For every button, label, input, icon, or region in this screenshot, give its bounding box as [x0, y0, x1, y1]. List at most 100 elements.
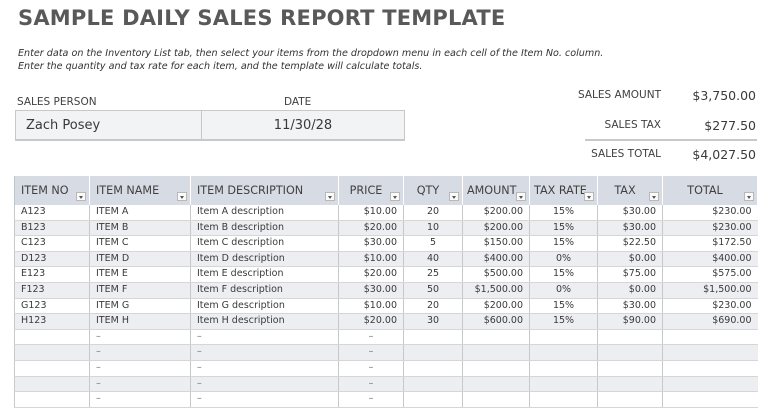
col-header-tax[interactable]: TAX [597, 176, 663, 205]
cell-item-no[interactable] [14, 360, 90, 377]
dropdown-arrow-icon[interactable] [325, 192, 335, 201]
cell-item-no[interactable]: D123 [14, 251, 90, 268]
cell-qty[interactable]: 30 [403, 313, 463, 330]
cell-item-description[interactable]: Item H description [190, 313, 339, 330]
cell-total[interactable] [662, 360, 758, 377]
cell-item-no[interactable]: A123 [14, 205, 90, 221]
cell-qty[interactable] [403, 344, 463, 361]
cell-item-name[interactable]: ITEM G [89, 298, 191, 315]
cell-amount[interactable] [462, 376, 530, 393]
cell-item-description[interactable]: – [190, 360, 339, 377]
dropdown-arrow-icon[interactable] [76, 192, 86, 201]
cell-amount[interactable] [462, 391, 530, 408]
cell-amount[interactable]: $200.00 [462, 205, 530, 221]
cell-tax[interactable]: $0.00 [597, 251, 663, 268]
cell-item-name[interactable]: ITEM H [89, 313, 191, 330]
cell-total[interactable]: $400.00 [662, 251, 758, 268]
cell-price[interactable]: – [338, 376, 404, 393]
cell-qty[interactable]: 20 [403, 298, 463, 315]
cell-item-name[interactable]: ITEM A [89, 205, 191, 221]
cell-total[interactable]: $230.00 [662, 205, 758, 221]
cell-tax[interactable] [597, 391, 663, 408]
col-header-tax-rate[interactable]: TAX RATE [529, 176, 598, 205]
cell-total[interactable] [662, 376, 758, 393]
col-header-price[interactable]: PRICE [338, 176, 404, 205]
cell-item-name[interactable]: ITEM B [89, 220, 191, 237]
cell-item-name[interactable]: ITEM C [89, 235, 191, 252]
dropdown-arrow-icon[interactable] [516, 192, 526, 201]
cell-qty[interactable] [403, 376, 463, 393]
cell-item-name[interactable]: ITEM E [89, 266, 191, 283]
cell-item-description[interactable]: – [190, 329, 339, 346]
cell-amount[interactable]: $200.00 [462, 220, 530, 237]
cell-price[interactable]: – [338, 344, 404, 361]
cell-tax-rate[interactable] [529, 360, 598, 377]
cell-item-no[interactable]: B123 [14, 220, 90, 237]
cell-price[interactable]: $10.00 [338, 205, 404, 221]
cell-price[interactable]: $20.00 [338, 313, 404, 330]
cell-tax[interactable] [597, 360, 663, 377]
cell-item-description[interactable]: – [190, 391, 339, 408]
cell-item-no[interactable] [14, 376, 90, 393]
cell-tax-rate[interactable] [529, 329, 598, 346]
cell-item-name[interactable]: ITEM F [89, 282, 191, 299]
cell-price[interactable]: – [338, 360, 404, 377]
cell-tax[interactable]: $0.00 [597, 282, 663, 299]
cell-item-no[interactable]: F123 [14, 282, 90, 299]
col-header-qty[interactable]: QTY [403, 176, 463, 205]
cell-total[interactable]: $172.50 [662, 235, 758, 252]
col-header-item-name[interactable]: ITEM NAME [89, 176, 191, 205]
cell-tax-rate[interactable]: 15% [529, 220, 598, 237]
cell-price[interactable]: $30.00 [338, 282, 404, 299]
cell-item-name[interactable]: – [89, 376, 191, 393]
cell-amount[interactable] [462, 344, 530, 361]
col-header-item-description[interactable]: ITEM DESCRIPTION [190, 176, 339, 205]
cell-price[interactable]: $30.00 [338, 235, 404, 252]
cell-qty[interactable] [403, 329, 463, 346]
dropdown-arrow-icon[interactable] [744, 192, 754, 201]
cell-item-description[interactable]: Item D description [190, 251, 339, 268]
cell-total[interactable] [662, 391, 758, 408]
cell-price[interactable]: – [338, 329, 404, 346]
cell-tax[interactable] [597, 376, 663, 393]
col-header-amount[interactable]: AMOUNT [462, 176, 530, 205]
cell-tax[interactable]: $75.00 [597, 266, 663, 283]
cell-item-description[interactable]: Item G description [190, 298, 339, 315]
cell-item-no[interactable]: H123 [14, 313, 90, 330]
cell-amount[interactable]: $1,500.00 [462, 282, 530, 299]
cell-item-description[interactable]: Item C description [190, 235, 339, 252]
cell-item-no[interactable]: C123 [14, 235, 90, 252]
cell-item-name[interactable]: – [89, 344, 191, 361]
cell-item-description[interactable]: Item A description [190, 205, 339, 221]
dropdown-arrow-icon[interactable] [584, 192, 594, 201]
date-field[interactable]: 11/30/28 [273, 117, 333, 133]
cell-item-description[interactable]: Item B description [190, 220, 339, 237]
cell-tax[interactable]: $90.00 [597, 313, 663, 330]
cell-amount[interactable] [462, 329, 530, 346]
cell-item-no[interactable]: G123 [14, 298, 90, 315]
cell-item-no[interactable] [14, 391, 90, 408]
cell-item-name[interactable]: – [89, 391, 191, 408]
cell-price[interactable]: $10.00 [338, 298, 404, 315]
cell-qty[interactable]: 10 [403, 220, 463, 237]
cell-total[interactable]: $1,500.00 [662, 282, 758, 299]
cell-tax[interactable] [597, 344, 663, 361]
sales-person-field[interactable]: Zach Posey [16, 111, 202, 139]
cell-price[interactable]: $10.00 [338, 251, 404, 268]
cell-item-name[interactable]: – [89, 329, 191, 346]
cell-amount[interactable]: $150.00 [462, 235, 530, 252]
cell-item-description[interactable]: – [190, 376, 339, 393]
cell-tax-rate[interactable]: 0% [529, 282, 598, 299]
cell-item-name[interactable]: ITEM D [89, 251, 191, 268]
cell-item-no[interactable] [14, 329, 90, 346]
cell-tax-rate[interactable]: 15% [529, 313, 598, 330]
cell-qty[interactable] [403, 391, 463, 408]
cell-tax-rate[interactable]: 0% [529, 251, 598, 268]
cell-tax-rate[interactable]: 15% [529, 205, 598, 221]
cell-item-no[interactable]: E123 [14, 266, 90, 283]
cell-qty[interactable]: 40 [403, 251, 463, 268]
cell-amount[interactable]: $500.00 [462, 266, 530, 283]
cell-item-name[interactable]: – [89, 360, 191, 377]
cell-qty[interactable]: 5 [403, 235, 463, 252]
cell-tax-rate[interactable]: 15% [529, 235, 598, 252]
